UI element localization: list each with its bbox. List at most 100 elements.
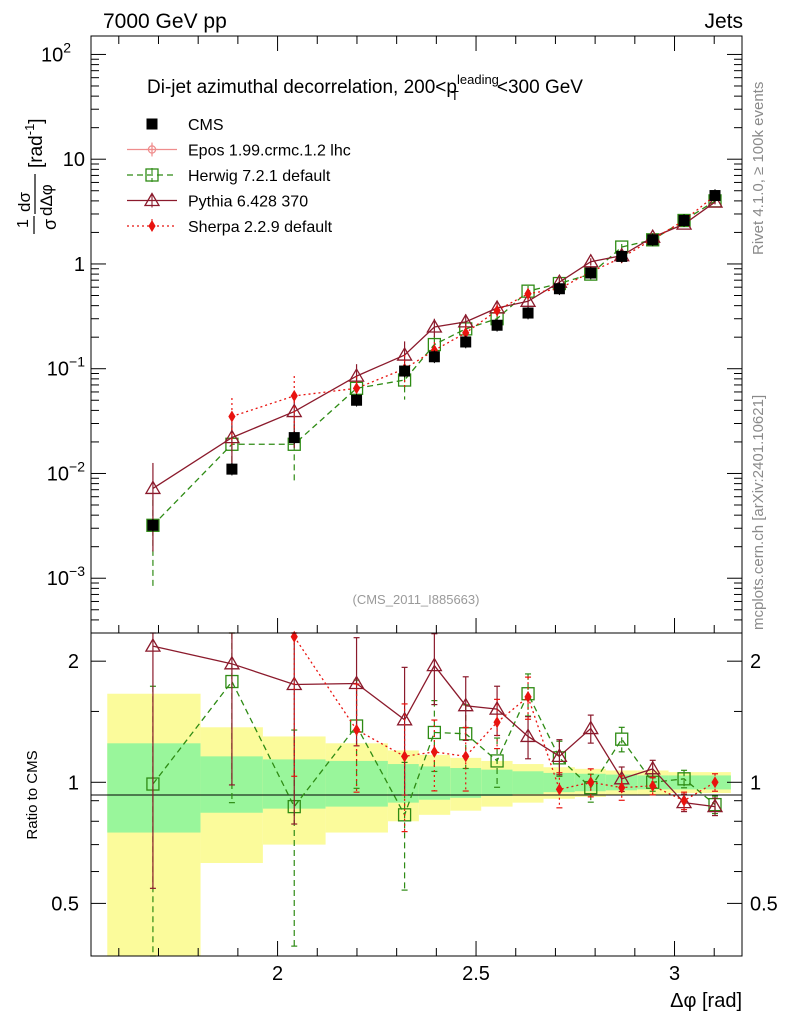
ratio-tick-label-r-0: 0.5: [750, 893, 778, 915]
legend-marker-herwig: [145, 168, 159, 182]
sherpa-ratio-point-6: [462, 750, 470, 763]
legend-entry-herwig: Herwig 7.2.1 default: [127, 168, 331, 185]
ratio-uncertainty-band: [107, 693, 731, 956]
sherpa-ratio-point-2: [290, 630, 298, 643]
y-tick-label-1: 10−2: [47, 458, 85, 485]
sherpa-ratio-point-3: [352, 723, 361, 736]
header-energy: 7000 GeV pp: [103, 10, 227, 33]
svg-text:[rad-1]: [rad-1]: [22, 118, 47, 168]
sherpa-ratio-point-5: [430, 745, 438, 758]
legend-marker-epos: [146, 143, 158, 156]
legend: CMS Epos 1.99.crmc.1.2 lhc Herwig 7.2.1 de…: [127, 117, 351, 236]
sherpa-point-8: [524, 287, 532, 300]
sherpa-point-2: [290, 389, 298, 402]
cms-point-12: [647, 234, 659, 246]
cms-point-9: [553, 283, 565, 295]
x-tick-label-1: 2.5: [462, 963, 490, 985]
main-data-layer: [144, 189, 724, 589]
cms-point-4: [399, 365, 411, 377]
ratio-data-layer: [144, 630, 724, 957]
x-axis-ticks: 2 2.5 3: [118, 36, 715, 985]
pythia-ratio-point-1: [223, 655, 241, 670]
pythia-point-0: [144, 480, 162, 495]
sherpa-ratio-point-9: [555, 783, 564, 796]
sherpa-point-3: [352, 382, 361, 395]
cms-point-5: [428, 351, 440, 363]
herwig-ratio-point-13: [677, 772, 691, 786]
ratio-tick-label-1: 1: [68, 772, 79, 794]
legend-label-sherpa: Sherpa 2.2.9 default: [188, 219, 333, 236]
cms-point-6: [460, 336, 472, 348]
plot-title: Di-jet azimuthal decorrelation, 200<plea…: [147, 72, 583, 103]
legend-label-cms: CMS: [188, 117, 224, 134]
pythia-ratio-point-5: [426, 657, 443, 672]
ratio-y-ticks: 0.5 0.5 1 1 2 2: [51, 651, 778, 915]
pythia-ratio-point-6: [457, 697, 474, 712]
band-inner-8: [512, 771, 544, 795]
pythia-ratio-point-7: [488, 700, 506, 715]
cms-point-7: [491, 319, 503, 331]
pythia-ratio-point-8: [519, 728, 537, 743]
cms-point-14: [709, 190, 721, 202]
cms-point-8: [522, 307, 534, 319]
sherpa-ratio-point-8: [524, 690, 532, 703]
legend-label-pythia: Pythia 6.428 370: [188, 194, 308, 211]
sherpa-ratio-point-13: [680, 794, 688, 807]
cms-point-3: [351, 394, 363, 406]
ratio-tick-label-2: 2: [68, 651, 79, 673]
y-tick-base-5: 10: [41, 44, 63, 66]
y-axis-label: 1 σ dσ dΔφ [rad-1]: [15, 118, 60, 234]
svg-text:dσ: dσ: [15, 192, 34, 212]
cms-point-13: [678, 214, 690, 226]
sherpa-point-7: [493, 304, 501, 317]
legend-entry-sherpa: Sherpa 2.2.9 default: [127, 219, 333, 236]
side-rivet-label: Rivet 4.1.0, ≥ 100k events: [750, 82, 767, 255]
y-tick-exp-0: −3: [69, 563, 85, 579]
pythia-point-1: [223, 429, 241, 444]
cms-point-2: [288, 432, 300, 444]
x-axis-label: Δφ [rad]: [670, 990, 742, 1012]
ratio-axis-label: Ratio to CMS: [24, 750, 41, 839]
ratio-panel: 0.5 0.51 12 2 2 2.5 3 Ratio to CMS Δφ [rad]: [24, 36, 778, 1012]
pythia-ratio-point-0: [144, 637, 162, 652]
legend-marker-cms: [146, 118, 158, 130]
side-site-label: mcplots.cern.ch [arXiv:2401.10621]: [750, 395, 767, 630]
herwig-ratio-point-7: [490, 754, 504, 768]
pythia-ratio-point-9: [551, 748, 568, 763]
sherpa-point-1: [228, 410, 236, 423]
legend-entry-pythia: Pythia 6.428 370: [127, 192, 308, 211]
cms-point-10: [585, 267, 597, 279]
y-tick-label-2: 10−1: [47, 354, 85, 381]
legend-entry-cms: CMS: [146, 117, 224, 134]
y-tick-label-0: 10−3: [47, 563, 85, 590]
y-tick-label-4: 10: [63, 149, 85, 171]
sherpa-point-6: [462, 326, 470, 339]
band-inner-4: [387, 764, 419, 803]
legend-label-herwig: Herwig 7.2.1 default: [188, 168, 331, 185]
cms-point-11: [616, 250, 628, 262]
analysis-tag: (CMS_2011_I885663): [353, 592, 480, 607]
sherpa-ratio-point-11: [618, 781, 626, 794]
y-tick-label-3: 1: [74, 254, 85, 276]
band-inner-0: [107, 743, 201, 833]
sherpa-ratio-point-10: [587, 776, 595, 789]
pythia-ratio-point-14: [706, 798, 724, 813]
legend-entry-epos: Epos 1.99.crmc.1.2 lhc: [127, 142, 351, 160]
svg-text:dΔφ: dΔφ: [37, 184, 56, 216]
legend-marker-sherpa: [148, 220, 156, 232]
legend-label-epos: Epos 1.99.crmc.1.2 lhc: [188, 143, 351, 160]
header-category: Jets: [704, 10, 743, 33]
pythia-point-5: [426, 318, 443, 333]
x-tick-label-0: 2: [272, 963, 283, 985]
cms-point-0: [147, 519, 159, 531]
sherpa-ratio-point-14: [711, 776, 719, 789]
pythia-point-3: [348, 367, 365, 382]
svg-text:1: 1: [15, 219, 32, 228]
legend-marker-pythia: [143, 192, 161, 207]
y-tick-base-1: 10: [47, 463, 69, 485]
sherpa-ratio-point-4: [400, 750, 409, 763]
y-tick-exp-5: 2: [63, 39, 71, 55]
